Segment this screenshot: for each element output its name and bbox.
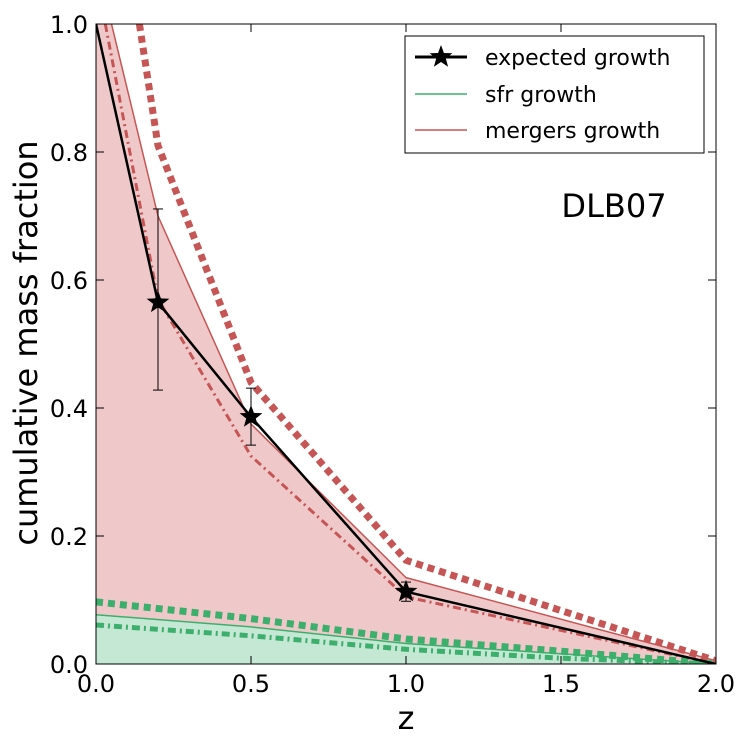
y-tick-label: 1.0 <box>50 11 88 39</box>
data-point-star <box>394 579 418 602</box>
x-tick-label: 1.0 <box>387 670 425 698</box>
legend-label-mergers: mergers growth <box>485 119 660 144</box>
series-line-mergers-lower <box>103 24 716 664</box>
y-axis-title: cumulative mass fraction <box>7 140 45 545</box>
y-tick-label: 0.0 <box>50 651 88 679</box>
series-line-mergers-upper <box>135 24 716 664</box>
y-tick-label: 0.6 <box>50 267 88 295</box>
legend-label-expected: expected growth <box>485 46 670 71</box>
x-axis-title: z <box>398 699 415 737</box>
plot-area: 0.0 0.5 1.0 1.5 2.0 0.0 0.2 0.4 0.6 0.8 1.0 <box>50 11 735 698</box>
annotation-label: DLB07 <box>561 187 666 225</box>
x-tick-label: 2.0 <box>697 670 735 698</box>
y-tick-label: 0.4 <box>50 395 88 423</box>
series-line-sfr-lower <box>96 622 716 664</box>
x-tick-label: 1.5 <box>542 670 580 698</box>
y-tick-label: 0.2 <box>50 523 88 551</box>
legend-star-marker <box>429 45 453 67</box>
x-tick-label: 0.0 <box>77 670 115 698</box>
series-line-sfr-upper <box>96 598 716 664</box>
legend-label-sfr: sfr growth <box>485 83 597 108</box>
data-point-star <box>146 290 170 313</box>
data-point-star <box>239 405 263 427</box>
mergers-fill-area <box>96 24 716 664</box>
legend: expected growth sfr growth mergers growt… <box>404 35 705 154</box>
x-tick-label: 0.5 <box>232 670 270 698</box>
plot-clipped-group <box>96 24 716 664</box>
y-tick-label: 0.8 <box>50 139 88 167</box>
